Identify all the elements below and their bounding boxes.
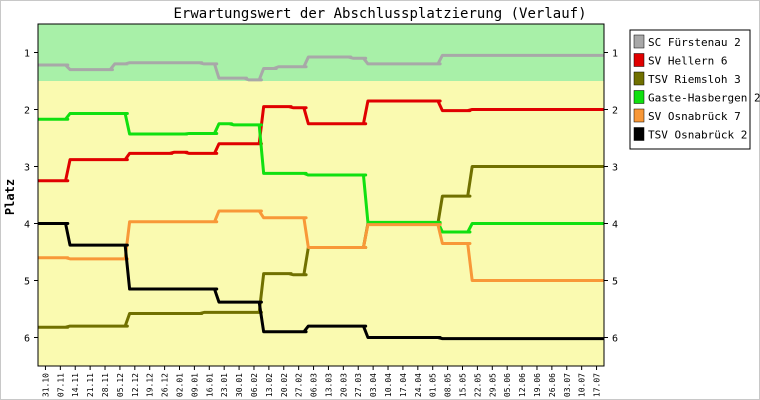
- y-axis-left: 1 2 3 4 5 6: [24, 49, 38, 345]
- x-tick-label: 13.02: [265, 373, 274, 397]
- legend-swatch-4: [633, 108, 645, 123]
- legend-label-4: SV Osnabrück 7: [648, 110, 741, 123]
- x-tick-label: 29.05: [488, 373, 497, 397]
- y-tick-label-right: 6: [612, 334, 618, 345]
- x-tick-label: 10.07: [578, 373, 587, 397]
- x-tick-label: 03.04: [369, 373, 378, 397]
- x-tick-label: 07.11: [56, 373, 65, 397]
- series-line-3: [38, 111, 604, 234]
- x-tick-label: 05.06: [503, 373, 512, 397]
- x-tick-label: 06.03: [310, 373, 319, 397]
- legend-label-2: TSV Riemsloh 3: [648, 73, 741, 86]
- series-line-1: [38, 99, 604, 183]
- legend: SC Fürstenau 2 SV Hellern 6 TSV Riemsloh 3…: [629, 29, 760, 150]
- x-tick-label: 22.05: [473, 373, 482, 397]
- legend-swatch-5: [633, 127, 645, 141]
- x-tick-label: 30.01: [235, 373, 244, 397]
- plot-lines: [38, 53, 604, 341]
- x-tick-label: 10.04: [384, 373, 393, 397]
- legend-box: [629, 29, 751, 150]
- series-line-5: [38, 222, 604, 341]
- x-tick-label: 05.12: [116, 373, 125, 397]
- y-axis-label: Platz: [3, 179, 17, 215]
- x-tick-label: 15.05: [459, 373, 468, 397]
- y-tick-label-left: 3: [24, 163, 30, 174]
- x-tick-label: 23.01: [220, 373, 229, 397]
- x-tick-label: 24.04: [414, 373, 423, 397]
- y-tick-label-left: 2: [24, 106, 30, 117]
- y-tick-label-left: 5: [24, 277, 30, 288]
- x-tick-label: 27.02: [295, 373, 304, 397]
- x-tick-label: 28.11: [101, 373, 110, 397]
- chart-title: Erwartungswert der Abschlussplatzierung …: [173, 6, 586, 22]
- x-tick-label: 26.06: [548, 373, 557, 397]
- x-tick-label: 03.07: [563, 373, 572, 397]
- y-tick-label-right: 3: [612, 163, 618, 174]
- plot-band-0: [38, 24, 604, 81]
- series-line-4: [38, 209, 604, 282]
- x-tick-label: 20.02: [280, 373, 289, 397]
- x-tick-label: 21.11: [86, 373, 95, 397]
- y-tick-label-left: 1: [24, 49, 30, 60]
- x-tick-label: 13.03: [324, 373, 333, 397]
- x-tick-label: 16.01: [205, 373, 214, 397]
- x-tick-label: 31.10: [41, 373, 50, 397]
- x-tick-label: 20.03: [339, 373, 348, 397]
- legend-swatch-2: [633, 71, 645, 86]
- x-tick-label: 09.01: [190, 373, 199, 397]
- x-axis: 31.10 07.11 14.11 21.11 28.11 05.12 12.12 19.12…: [41, 366, 602, 397]
- y-tick-label-right: 1: [612, 49, 618, 60]
- x-tick-label: 06.02: [250, 373, 259, 397]
- y-axis-right: 1 2 3 4 5 6: [604, 49, 618, 345]
- plot-border: [37, 23, 605, 367]
- y-tick-label-left: 6: [24, 334, 30, 345]
- x-tick-label: 08.05: [444, 373, 453, 397]
- y-tick-label-right: 4: [612, 220, 618, 231]
- x-tick-label: 17.04: [399, 373, 408, 397]
- x-tick-label: 12.12: [131, 373, 140, 397]
- legend-swatch-0: [633, 34, 645, 49]
- x-tick-label: 17.07: [593, 373, 602, 397]
- legend-swatch-1: [633, 53, 645, 67]
- legend-label-0: SC Fürstenau 2: [648, 36, 741, 49]
- x-tick-label: 27.03: [354, 373, 363, 397]
- legend-swatch-3: [633, 90, 645, 104]
- y-tick-label-right: 2: [612, 106, 618, 117]
- legend-label-5: TSV Osnabrück 2: [648, 129, 747, 142]
- series-line-0: [38, 53, 604, 82]
- x-tick-label: 01.05: [429, 373, 438, 397]
- x-tick-label: 14.11: [71, 373, 80, 397]
- y-tick-label-right: 5: [612, 277, 618, 288]
- x-tick-label: 12.06: [518, 373, 527, 397]
- legend-label-3: Gaste-Hasbergen 2: [648, 92, 760, 105]
- x-tick-label: 26.12: [161, 373, 170, 397]
- x-tick-label: 02.01: [176, 373, 185, 397]
- x-tick-label: 19.12: [146, 373, 155, 397]
- y-tick-label-left: 4: [24, 220, 30, 231]
- plot-bands: [38, 24, 604, 366]
- x-tick-label: 19.06: [533, 373, 542, 397]
- legend-label-1: SV Hellern 6: [648, 55, 727, 68]
